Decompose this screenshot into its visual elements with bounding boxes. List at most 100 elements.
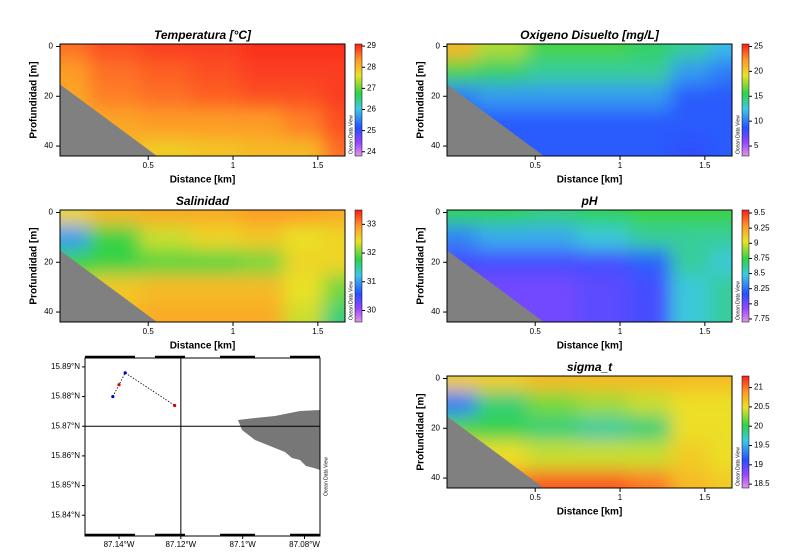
field-cell <box>526 108 579 140</box>
field-cell <box>577 210 630 226</box>
field-cell <box>190 304 243 322</box>
seafloor <box>60 250 157 322</box>
field-cell <box>241 58 285 85</box>
y-tick-label: 15.84°N <box>51 510 80 519</box>
field-cell <box>526 44 579 60</box>
x-tick-label: 0.5 <box>530 493 542 502</box>
cbar-tick-label: 18.5 <box>754 479 770 488</box>
field-cell <box>628 249 672 276</box>
field-cell <box>88 224 141 251</box>
field-cell <box>241 210 285 226</box>
panel-title: Temperatura [°C] <box>154 28 252 42</box>
field-cell <box>322 224 345 251</box>
field-cell <box>190 83 243 110</box>
field-cell <box>322 138 345 156</box>
seafloor <box>60 84 157 156</box>
field-cell <box>322 83 345 110</box>
field-cell <box>60 44 90 60</box>
cbar-tick-label: 8 <box>754 299 759 308</box>
cbar-tick-label: 8.25 <box>754 284 770 293</box>
y-tick-label: 15.88°N <box>51 392 80 401</box>
field-cell <box>628 470 672 488</box>
field-cell <box>526 274 579 306</box>
field <box>60 44 345 156</box>
field-cell <box>447 58 477 85</box>
cbar-tick-label: 19.5 <box>754 441 770 450</box>
station <box>173 403 177 408</box>
land <box>238 410 320 470</box>
field-cell <box>241 108 285 140</box>
cbar-tick-label: 15 <box>754 91 763 100</box>
field-cell <box>322 108 345 140</box>
field-cell <box>190 249 243 276</box>
field <box>60 210 345 322</box>
frame <box>446 43 733 157</box>
field-cell <box>709 249 732 276</box>
field-cell <box>670 470 711 488</box>
field-cell <box>283 210 324 226</box>
watermark: Ocean Data View <box>735 447 741 486</box>
field-cell <box>190 224 243 251</box>
field-cell <box>577 415 630 442</box>
cbar-tick-label: 27 <box>367 83 376 92</box>
field-cell <box>60 58 90 85</box>
field-cell <box>628 224 672 251</box>
field-cell <box>526 440 579 472</box>
cbar-tick-label: 32 <box>367 248 376 257</box>
y-tick-label: 40 <box>431 307 440 316</box>
field-cell <box>283 274 324 306</box>
y-tick-label: 0 <box>436 374 441 383</box>
cbar-tick-label: 19 <box>754 460 763 469</box>
watermark: Ocean Data View <box>348 281 354 320</box>
x-axis-label: Distance [km] <box>170 341 236 352</box>
field-cell <box>526 83 579 110</box>
field-cell <box>475 390 528 417</box>
field-cell <box>322 274 345 306</box>
field-cell <box>628 304 672 322</box>
y-tick-label: 0 <box>49 42 54 51</box>
field-cell <box>283 224 324 251</box>
field-cell <box>577 108 630 140</box>
field-cell <box>241 138 285 156</box>
field-cell <box>190 58 243 85</box>
field-cell <box>475 44 528 60</box>
watermark: Ocean Data View <box>348 115 354 154</box>
field-cell <box>322 210 345 226</box>
x-tick-label: 1.5 <box>699 161 711 170</box>
field-cell <box>475 415 528 442</box>
y-tick-label: 20 <box>431 423 440 432</box>
field-cell <box>628 210 672 226</box>
field-cell <box>577 138 630 156</box>
field-cell <box>628 376 672 392</box>
y-tick-label: 20 <box>431 257 440 266</box>
field-cell <box>139 304 192 322</box>
field-cell <box>577 390 630 417</box>
field-cell <box>88 83 141 110</box>
field-cell <box>709 390 732 417</box>
field-cell <box>139 44 192 60</box>
field-cell <box>322 304 345 322</box>
y-tick-label: 40 <box>44 141 53 150</box>
field-cell <box>670 376 711 392</box>
field-cell <box>628 415 672 442</box>
field-cell <box>709 138 732 156</box>
panel-title: pH <box>581 194 598 208</box>
field-cell <box>447 390 477 417</box>
field-cell <box>577 304 630 322</box>
field-cell <box>241 224 285 251</box>
field-cell <box>190 108 243 140</box>
field-cell <box>241 83 285 110</box>
panel-title: sigma_t <box>567 360 613 374</box>
x-axis-label: Distance [km] <box>557 175 623 186</box>
cbar-tick-label: 28 <box>367 62 376 71</box>
track <box>112 372 175 406</box>
field-cell <box>709 83 732 110</box>
field-cell <box>628 138 672 156</box>
field-cell <box>709 274 732 306</box>
frame <box>59 43 346 157</box>
cbar-tick-label: 29 <box>367 41 376 50</box>
y-axis-label: Profundidad [m] <box>29 227 40 304</box>
field-cell <box>670 224 711 251</box>
y-tick-label: 40 <box>431 473 440 482</box>
field <box>447 376 732 488</box>
